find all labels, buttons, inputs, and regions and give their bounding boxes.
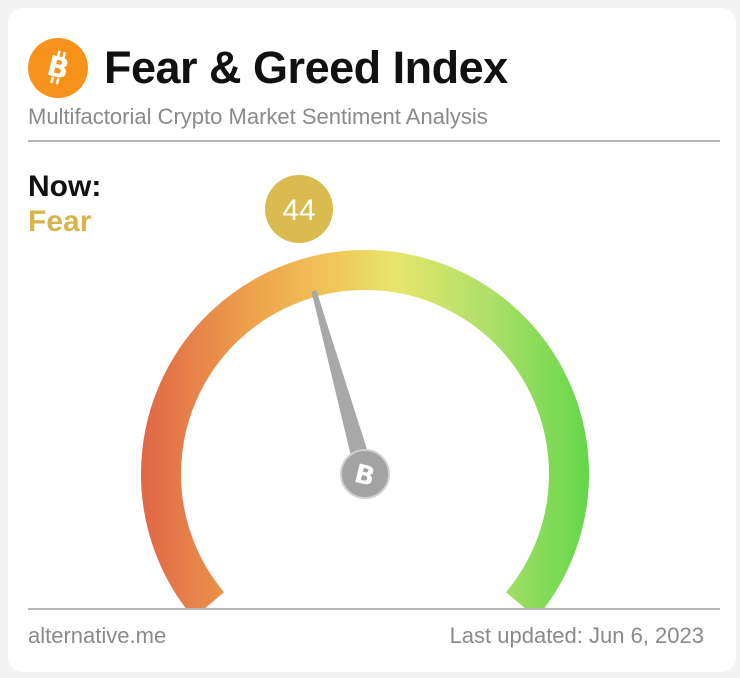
source-link[interactable]: alternative.me bbox=[28, 623, 167, 648]
fear-greed-card: B Fear & Greed Index Multifactorial Cryp… bbox=[8, 8, 736, 672]
page-subtitle: Multifactorial Crypto Market Sentiment A… bbox=[28, 104, 488, 129]
footer-divider bbox=[28, 608, 720, 610]
gauge-arc bbox=[141, 250, 589, 608]
bitcoin-icon: B bbox=[28, 38, 88, 98]
page-title: Fear & Greed Index bbox=[104, 42, 508, 93]
last-updated: Last updated: Jun 6, 2023 bbox=[449, 623, 704, 648]
bitcoin-icon: B bbox=[340, 449, 390, 499]
header: B Fear & Greed Index bbox=[28, 38, 508, 98]
index-value: 44 bbox=[282, 194, 315, 227]
now-label: Now: bbox=[28, 170, 102, 203]
header-divider bbox=[28, 140, 720, 142]
sentiment-classification: Fear bbox=[28, 205, 92, 238]
sentiment-gauge: B 44 bbox=[141, 175, 589, 608]
gauge-needle bbox=[311, 290, 371, 465]
index-value-badge: 44 bbox=[265, 175, 333, 243]
